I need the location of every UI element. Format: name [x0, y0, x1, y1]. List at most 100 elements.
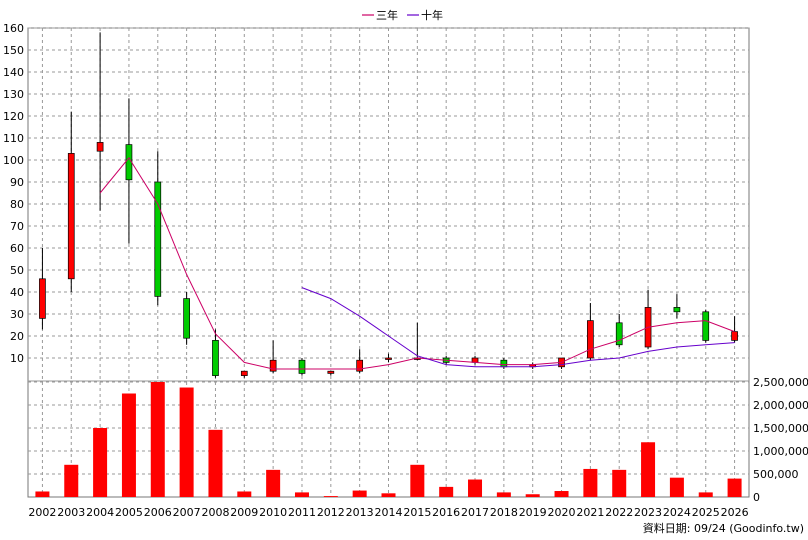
year-tick-label: 2006 — [144, 506, 172, 519]
candle — [125, 98, 133, 244]
candle — [615, 314, 623, 347]
candle — [269, 340, 277, 374]
year-tick-label: 2013 — [346, 506, 374, 519]
year-tick-label: 2018 — [490, 506, 518, 519]
candle — [39, 248, 46, 330]
price-tick-label: 50 — [10, 264, 24, 277]
candle — [471, 355, 479, 365]
price-tick-label: 120 — [3, 110, 24, 123]
data-date-footer: 資料日期: 09/24 (Goodinfo.tw) — [643, 521, 804, 535]
price-tick-label: 70 — [10, 220, 24, 233]
price-tick-label: 140 — [3, 66, 24, 79]
year-tick-label: 2016 — [432, 506, 460, 519]
price-tick-label: 130 — [3, 88, 24, 101]
volume-tick-label: 1,000,000 — [753, 445, 808, 458]
candle — [356, 349, 364, 374]
legend-label-ten-year: 十年 — [421, 8, 443, 22]
volume-bar — [727, 478, 742, 497]
candle-body — [96, 142, 104, 152]
year-tick-label: 2019 — [519, 506, 547, 519]
volume-bar — [496, 492, 511, 497]
volume-bar — [208, 429, 223, 497]
year-tick-label: 2024 — [663, 506, 691, 519]
volume-bar — [266, 469, 281, 497]
candle — [529, 362, 537, 369]
candle — [96, 32, 104, 211]
candle-body — [269, 359, 277, 372]
year-tick-label: 2008 — [201, 506, 229, 519]
volume-bar — [698, 492, 713, 497]
year-tick-label: 2005 — [115, 506, 143, 519]
year-tick-label: 2017 — [461, 506, 489, 519]
axes: 10 20 30 40 50 60 70 80 90 100 110 120 130 140 150 160 0… — [3, 22, 808, 519]
year-tick-label: 2026 — [721, 506, 749, 519]
candle — [500, 358, 508, 369]
year-tick-label: 2004 — [86, 506, 114, 519]
year-tick-label: 2002 — [28, 506, 56, 519]
candle-body — [298, 359, 306, 374]
candle-body — [67, 153, 75, 280]
year-tick-label: 2015 — [403, 506, 431, 519]
candle-body — [125, 144, 133, 181]
year-tick-label: 2022 — [605, 506, 633, 519]
volume-bar — [554, 491, 569, 497]
candle — [212, 329, 219, 378]
volume-bar — [35, 491, 50, 497]
candle — [183, 292, 190, 345]
candle-body — [615, 322, 623, 346]
price-tick-label: 160 — [3, 22, 24, 35]
candle-body — [356, 359, 364, 372]
price-tick-label: 150 — [3, 44, 24, 57]
candle — [644, 289, 652, 350]
candle — [558, 357, 565, 369]
volume-bar — [121, 393, 136, 497]
year-tick-label: 2025 — [692, 506, 720, 519]
year-tick-label: 2007 — [173, 506, 201, 519]
volume-bar — [641, 442, 656, 497]
price-tick-label: 80 — [10, 198, 24, 211]
candle-body — [240, 370, 248, 376]
candle — [702, 309, 710, 343]
price-tick-label: 40 — [10, 286, 24, 299]
volume-tick-label: 500,000 — [753, 468, 799, 481]
candle — [240, 370, 248, 378]
candle-body — [212, 340, 219, 376]
volume-tick-label: 2,500,000 — [753, 376, 808, 389]
candle — [154, 151, 162, 306]
candle-body — [327, 370, 335, 374]
volume-bar — [410, 464, 425, 497]
volume-bar — [468, 479, 483, 497]
legend: 三年 十年 — [362, 8, 443, 22]
candle-body — [587, 320, 594, 359]
year-tick-label: 2010 — [259, 506, 287, 519]
ten-year-average-line — [301, 287, 735, 368]
volume-tick-label: 0 — [753, 491, 760, 504]
year-tick-label: 2020 — [548, 506, 576, 519]
year-tick-label: 2011 — [288, 506, 316, 519]
volume-tick-label: 2,000,000 — [753, 399, 808, 412]
volume-bar — [179, 387, 194, 497]
candle — [385, 353, 392, 363]
year-tick-label: 2009 — [230, 506, 258, 519]
candle-body — [500, 359, 508, 368]
volume-bar — [352, 490, 367, 497]
volume-bar — [669, 477, 684, 497]
average-lines — [99, 156, 735, 370]
candle-body — [673, 307, 681, 313]
volume-bar — [64, 464, 79, 497]
candle-body — [385, 357, 392, 360]
volume-bar — [294, 492, 309, 497]
candle — [327, 370, 335, 376]
volume-bars — [35, 382, 742, 497]
year-tick-label: 2012 — [317, 506, 345, 519]
candle-body — [183, 298, 190, 339]
candle — [298, 358, 306, 376]
year-tick-label: 2014 — [375, 506, 403, 519]
candle — [587, 303, 594, 361]
price-tick-label: 20 — [10, 330, 24, 343]
candle-body — [39, 278, 46, 319]
volume-bar — [583, 468, 598, 497]
volume-tick-label: 1,500,000 — [753, 422, 808, 435]
year-tick-label: 2003 — [57, 506, 85, 519]
candle — [731, 316, 738, 343]
